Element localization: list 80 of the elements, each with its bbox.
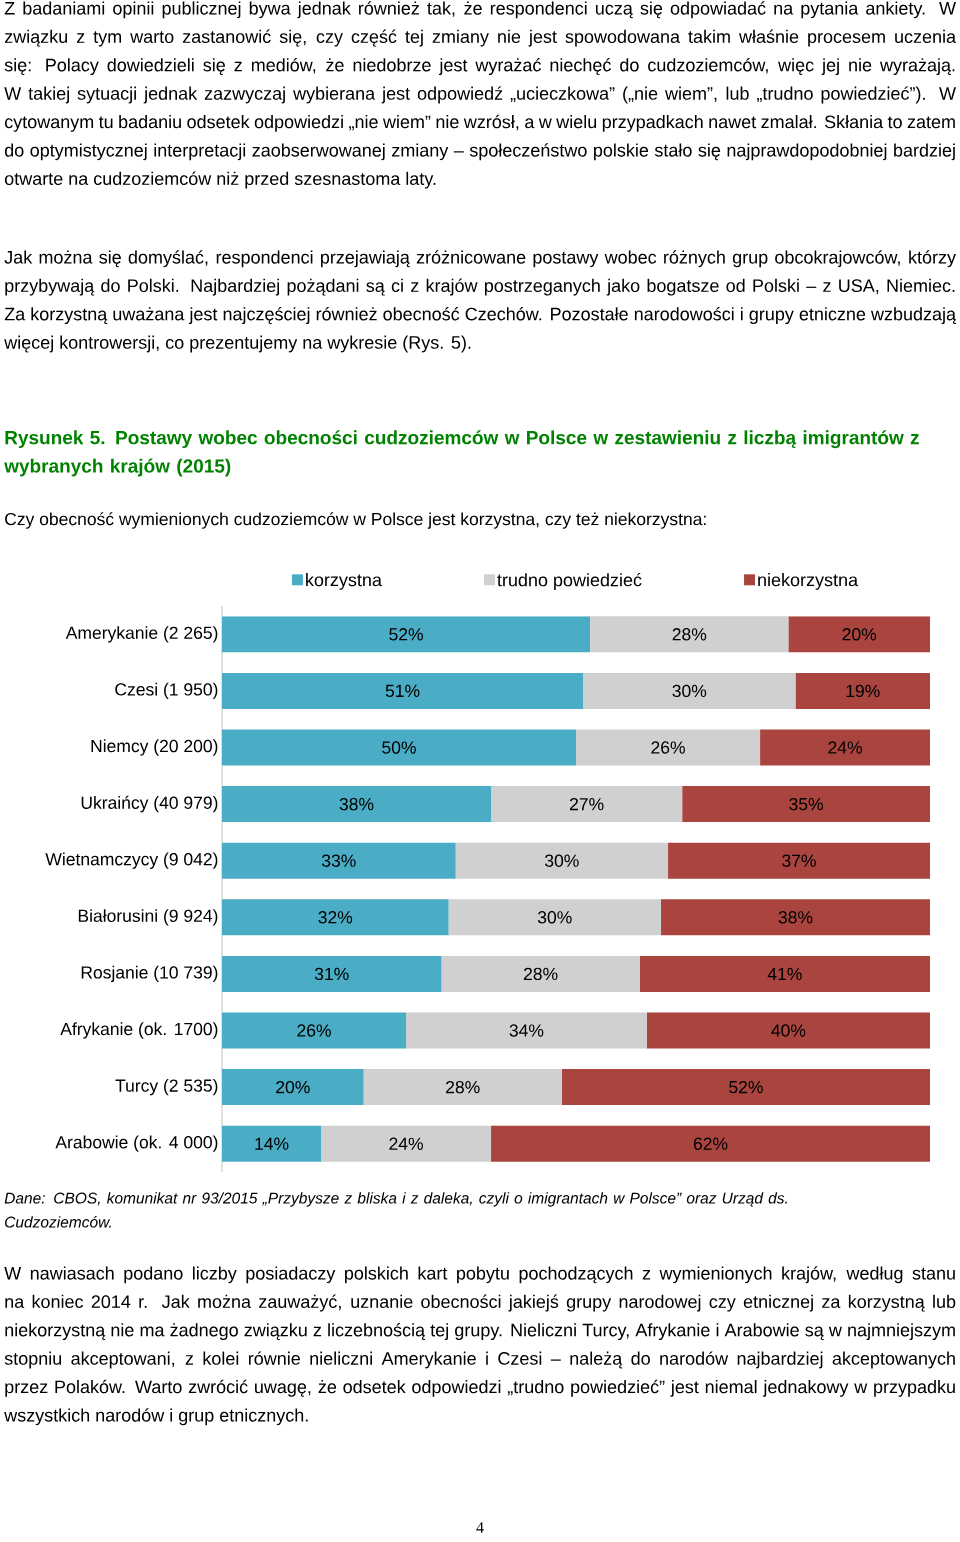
bar xyxy=(222,616,591,653)
text: Z badaniami opinii publicznej bywa jednak również tak, że respondenci uczą się odpowiadać na pytania ankiety. W związku z tym warto zastanowić się, czy część tej zmiany nie jest spowodowana takim właśnie procesem uczenia się: Polacy dowiedzieli się z mediów, że niedobrze jest wyrażać niechęć do cudzoziemców, więc jej nie wyrażają. W takiej sytuacji jednak zazwyczaj wybierana jest odpowiedź „ucieczkowa” („nie wiem”, lub „trudno powiedzieć”). W cytowanym tu badaniu odsetek odpowiedzi „nie wiem” nie wzrósł, a w wielu przypadkach nawet zmalał. Skłania to zatem do optymistycznej interpretacji zaobserwowanej zmiany – społeczeństwo polskie stało się najprawdopodobniej bardziej otwarte na cudzoziemców niż przed szesnastoma laty. xyxy=(4,1,957,189)
data-label: 26% xyxy=(297,1024,331,1037)
data-label: 28% xyxy=(672,628,707,641)
data-label: 32% xyxy=(318,911,353,924)
bar xyxy=(491,786,683,823)
legend-label: trudno powiedzieć xyxy=(497,572,642,590)
bar xyxy=(222,786,492,823)
data-label: 33% xyxy=(321,854,356,867)
data-label: 41% xyxy=(767,967,802,981)
bar xyxy=(222,672,584,709)
data-label: 34% xyxy=(509,1024,544,1037)
bar xyxy=(222,899,449,936)
y-tick-label: Turcy (2 535) xyxy=(115,1078,218,1096)
data-label: 26% xyxy=(651,741,685,754)
data-label: 20% xyxy=(276,1080,310,1094)
bar xyxy=(660,899,930,936)
bar xyxy=(406,1012,647,1049)
data-label: 24% xyxy=(828,741,862,754)
text: W nawiasach podano liczby posiadaczy polskich kart pobytu pochodzących z wymienionych krajów, według stanu na koniec 2014 r. Jak można zauważyć, uznanie obecności jakiejś grupy narodowej czy etnicznej za korzystną lub niekorzystną nie ma żadnego związku z liczebnością tej grupy. Nieliczni Turcy, Afrykanie i Arabowie są w najmniejszym stopniu akceptowani, z kolei równie nieliczni Amerykanie i Czesi – należą do narodów najbardziej akceptowanych przez Polaków. Warto zwrócić uwagę, że odsetek odpowiedzi „trudno powiedzieć” jest niemal jednakowy w przypadku wszystkich narodów i grup etnicznych. xyxy=(4,1266,956,1426)
bar xyxy=(795,672,930,709)
y-tick-label: Niemcy (20 200) xyxy=(91,739,218,756)
text: Dane: CBOS, komunikat nr 93/2015 „Przybysze z bliska i z daleka, czyli o imigrantach w Polsce” oraz Urząd ds. Cudzoziemców. xyxy=(4,1192,787,1228)
y-tick-label: Wietnamczycy (9 042) xyxy=(45,852,218,869)
bar xyxy=(363,1069,562,1106)
bar xyxy=(639,955,930,992)
legend-label: niekorzystna xyxy=(758,573,859,590)
data-label: 50% xyxy=(382,741,416,754)
y-tick-label: Białorusini (9 924) xyxy=(78,909,218,926)
data-label: 35% xyxy=(789,797,823,811)
bar xyxy=(448,899,661,936)
y-tick-label: Arabowie (ok. 4 000) xyxy=(55,1135,218,1152)
chart-subtitle: Czy obecność wymienionych cudzoziemców w Polsce jest korzystna, czy też niekorzystna: xyxy=(5,512,706,529)
y-tick-label: Czesi (1 950) xyxy=(115,682,218,700)
data-label: 62% xyxy=(693,1137,728,1150)
y-tick-label: Ukraińcy (40 979) xyxy=(81,795,218,813)
data-label: 52% xyxy=(389,628,423,641)
legend-label: korzystna xyxy=(306,573,382,590)
bar xyxy=(491,1125,930,1162)
bar xyxy=(441,955,640,992)
bar xyxy=(583,672,796,709)
bar xyxy=(222,729,576,766)
data-label: 52% xyxy=(729,1080,763,1094)
bar xyxy=(561,1069,930,1106)
text: Jak można się domyślać, respondenci przejawiają zróżnicowane postawy wobec różnych grup obcokrajowców, którzy przybywają do Polski. Najbardziej pożądani są ci z krajów postrzeganych jako bogatsze od Polski – z USA, Niemiec. Za korzystną uważana jest najczęściej również obecność Czechów. Pozostałe narodowości i grupy etniczne wzbudzają więcej kontrowersji, co prezentujemy na wykresie (Rys. 5). xyxy=(4,250,957,353)
data-label: 30% xyxy=(545,854,579,867)
data-label: 14% xyxy=(255,1137,289,1150)
bar xyxy=(222,1012,407,1049)
data-label: 38% xyxy=(778,911,813,924)
data-label: 28% xyxy=(523,967,558,981)
data-label: 27% xyxy=(569,797,604,811)
y-tick-label: Rosjanie (10 739) xyxy=(81,965,218,983)
bar xyxy=(682,786,930,823)
bar xyxy=(590,616,789,653)
data-label: 40% xyxy=(771,1024,806,1037)
bar xyxy=(646,1012,930,1049)
data-label: 30% xyxy=(672,684,707,698)
y-tick-label: Afrykanie (ok. 1700) xyxy=(60,1022,218,1039)
data-label: 37% xyxy=(782,854,816,867)
y-tick-label: Amerykanie (2 265) xyxy=(65,626,218,643)
bar xyxy=(222,842,456,879)
bar xyxy=(222,1069,364,1106)
bar xyxy=(576,729,761,766)
chart-title: Rysunek 5. Postawy wobec obecności cudzoziemców w Polsce w zestawieniu z liczbą imigrantów z wybranych krajów (2015) xyxy=(4,430,919,477)
bar xyxy=(788,616,930,653)
data-label: 51% xyxy=(385,684,420,698)
bar xyxy=(222,1125,322,1162)
data-label: 31% xyxy=(314,967,349,981)
bar xyxy=(455,842,669,879)
data-label: 28% xyxy=(446,1080,480,1094)
bar xyxy=(321,1125,492,1162)
bar xyxy=(668,842,930,879)
data-label: 24% xyxy=(389,1137,423,1150)
bar xyxy=(760,729,930,766)
data-label: 38% xyxy=(339,797,374,811)
data-label: 30% xyxy=(537,911,572,924)
data-label: 20% xyxy=(842,628,877,641)
text: 4 xyxy=(476,1522,484,1533)
data-label: 19% xyxy=(846,684,880,698)
bar xyxy=(222,955,442,992)
